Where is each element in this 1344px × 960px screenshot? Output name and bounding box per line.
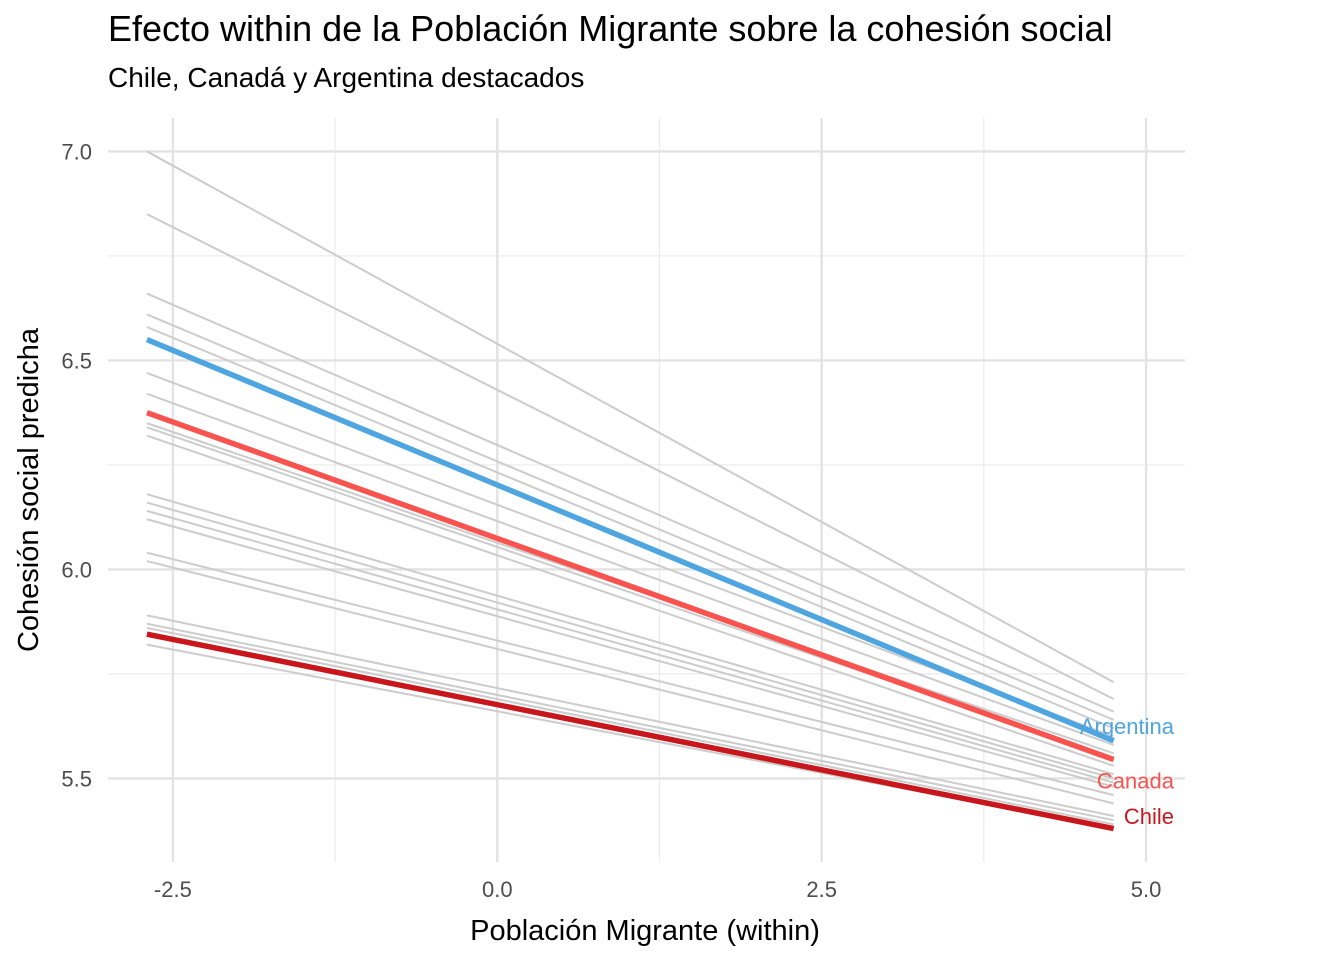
- chart-subtitle: Chile, Canadá y Argentina destacados: [108, 62, 585, 93]
- series-label-canada: Canada: [1097, 768, 1175, 793]
- background-series-line: [146, 560, 1114, 805]
- highlighted-series-lines: [145, 336, 1115, 832]
- series-label-argentina: Argentina: [1080, 714, 1175, 739]
- background-series-line: [146, 518, 1114, 788]
- y-tick-label: 5.5: [61, 766, 92, 791]
- background-series-line: [146, 150, 1115, 684]
- series-label-chile: Chile: [1124, 804, 1174, 829]
- y-axis-title: Cohesión social predicha: [13, 327, 45, 652]
- tick-labels: -2.5 0.0 2.5 5.0 5.5 6.0 6.5 7.0: [61, 139, 1161, 902]
- chart-title: Efecto within de la Población Migrante s…: [108, 8, 1113, 49]
- background-series-line: [146, 509, 1114, 784]
- background-series-line: [146, 626, 1114, 826]
- y-tick-label: 6.0: [61, 557, 92, 582]
- background-series-line: [146, 326, 1115, 730]
- x-tick-label: 2.5: [806, 877, 837, 902]
- background-series-line: [146, 292, 1115, 713]
- background-series-line: [146, 614, 1114, 818]
- series-end-labels: Argentina Canada Chile: [1080, 714, 1175, 829]
- background-series-lines: [146, 150, 1115, 830]
- x-tick-label: 0.0: [482, 877, 513, 902]
- y-tick-label: 6.5: [61, 348, 92, 373]
- series-line-chile: [146, 631, 1115, 832]
- background-series-line: [146, 313, 1115, 721]
- background-series-line: [146, 493, 1114, 776]
- background-series-line: [146, 434, 1114, 767]
- series-line-argentina: [145, 336, 1115, 744]
- x-tick-label: -2.5: [154, 877, 192, 902]
- x-axis-title: Población Migrante (within): [470, 915, 820, 947]
- background-series-line: [146, 213, 1115, 700]
- series-line-canada: [145, 410, 1115, 763]
- background-series-line: [146, 501, 1114, 780]
- x-tick-label: 5.0: [1131, 877, 1162, 902]
- background-series-line: [146, 622, 1114, 822]
- y-tick-label: 7.0: [61, 139, 92, 164]
- background-series-line: [146, 551, 1114, 797]
- background-series-line: [146, 392, 1114, 746]
- grid-lines: [108, 118, 1185, 862]
